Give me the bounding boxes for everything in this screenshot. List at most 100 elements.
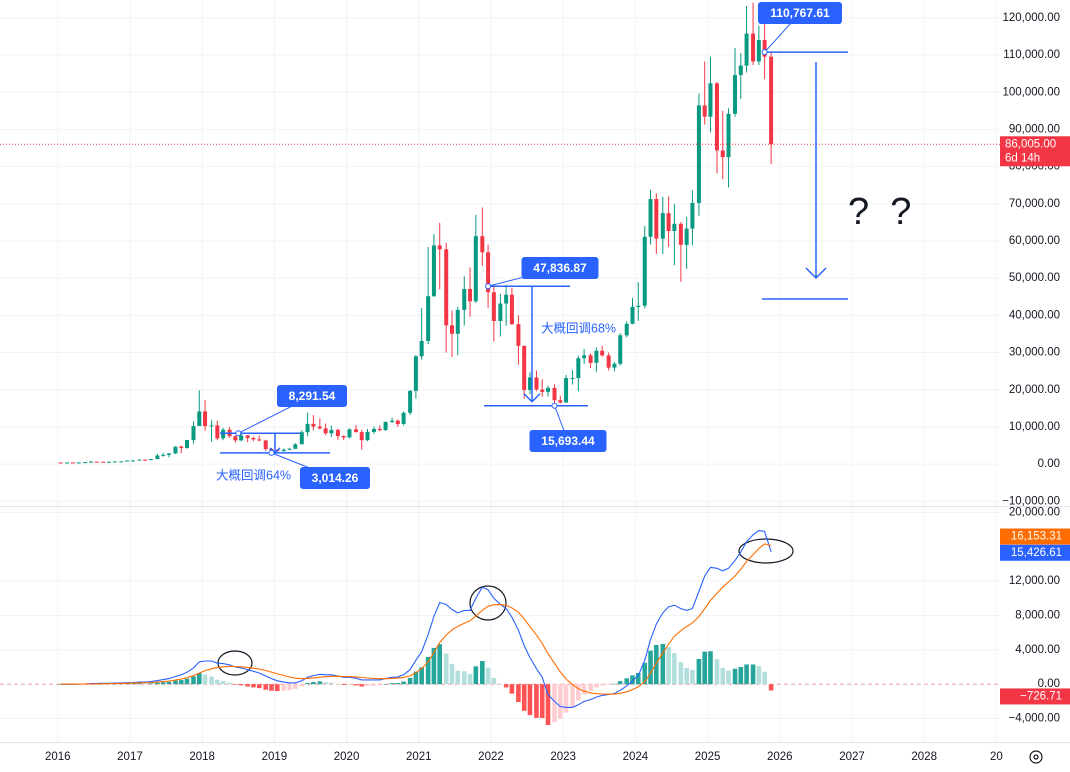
candle-body (323, 428, 328, 434)
candle-body (455, 309, 460, 334)
candle-body (564, 378, 569, 403)
callout-point (485, 283, 492, 290)
candle-body (678, 223, 683, 245)
histogram-bar (473, 666, 479, 685)
y-tick-label: 0.00 (1038, 458, 1060, 470)
histogram-bar (630, 675, 635, 685)
candle-body (642, 236, 647, 306)
candle-body (444, 249, 449, 326)
x-tick-label: 2024 (623, 751, 649, 763)
signal-line (60, 543, 772, 695)
candle-body (408, 390, 413, 413)
y-tick-label: 100,000.00 (1002, 86, 1060, 98)
arrow-head (269, 447, 281, 454)
histogram-bar (353, 684, 359, 686)
histogram-bar (437, 644, 443, 685)
callout-label: 47,836.87 (533, 261, 587, 275)
histogram-bar (768, 684, 774, 691)
candle-body (636, 305, 641, 307)
y-tick-label: 60,000.00 (1009, 235, 1060, 247)
histogram-bar (599, 684, 605, 686)
candle-body (762, 39, 767, 57)
candle-body (209, 425, 214, 427)
histogram-bar (738, 667, 744, 685)
candle-body (203, 411, 208, 427)
histogram-bar (377, 684, 383, 686)
candle-body (449, 325, 454, 334)
x-tick-label: 2016 (45, 751, 71, 763)
candle-body (630, 306, 635, 324)
histogram-bar (684, 667, 689, 685)
histogram-bar (443, 653, 449, 685)
histogram-bar (666, 647, 671, 685)
candle-body (582, 355, 587, 359)
histogram-bar (311, 681, 316, 685)
candle-body (522, 345, 527, 390)
histogram-bar (413, 671, 419, 685)
histogram-bar (552, 684, 557, 723)
histogram-bar (756, 666, 762, 685)
x-tick-label: 2021 (406, 751, 432, 763)
candle-body (383, 421, 388, 431)
candle-body (233, 436, 238, 441)
histogram-bar (341, 684, 346, 686)
histogram-bar (124, 683, 130, 685)
candle-body (606, 355, 611, 368)
candle-body (504, 294, 509, 304)
candle-body (161, 454, 166, 456)
candle-body (377, 428, 382, 431)
y-tick-label: 4,000.00 (1015, 644, 1060, 656)
histogram-bar (365, 684, 370, 687)
histogram-bar (245, 684, 250, 687)
candle-body (431, 245, 436, 297)
settings-ring (1029, 750, 1043, 764)
x-tick-label: 2018 (189, 751, 215, 763)
callout-point (268, 449, 275, 456)
candle-body (58, 462, 63, 464)
histogram-bar (137, 683, 142, 685)
candle-body (733, 75, 738, 114)
candle-body (648, 198, 653, 237)
x-tick-label: 2025 (695, 751, 721, 763)
histogram-bar (503, 684, 509, 688)
candle-body (720, 150, 725, 158)
macd-line (60, 529, 772, 708)
candle-body (365, 431, 370, 441)
candle-body (215, 425, 220, 439)
candle-body (600, 350, 605, 356)
histogram-bar (160, 682, 166, 685)
candle-body (179, 446, 184, 448)
y-tick-label: 90,000.00 (1009, 123, 1060, 135)
histogram-bar (570, 684, 575, 707)
candle-body (137, 459, 142, 461)
last-price-badge (1000, 136, 1070, 167)
histogram-bar (545, 684, 551, 725)
histogram-bar (624, 678, 630, 685)
candle-body (684, 228, 689, 245)
callout-label: 15,693.44 (541, 434, 595, 448)
settings-icon[interactable] (1029, 750, 1043, 764)
candle-body (570, 378, 575, 380)
y-tick-label: 8,000.00 (1015, 610, 1060, 622)
candle-body (329, 429, 334, 434)
value-badge (1000, 688, 1070, 705)
candle-body (516, 324, 521, 346)
histogram-bar (329, 682, 334, 685)
candle-body (534, 377, 539, 390)
candle-body (94, 461, 99, 463)
candle-body (437, 245, 442, 250)
x-tick-label: 2023 (550, 751, 576, 763)
value-badge-label: 15,426.61 (1011, 547, 1062, 559)
candle-body (112, 461, 117, 463)
histogram-bar (654, 645, 659, 685)
histogram-bar (714, 659, 720, 685)
y-tick-label: 10,000.00 (1009, 421, 1060, 433)
histogram-bar (166, 681, 172, 685)
y-tick-label: 20,000.00 (1009, 507, 1060, 519)
grid (0, 0, 1000, 742)
value-badge (1000, 544, 1070, 561)
histogram-bar (287, 684, 292, 691)
histogram-bar (642, 662, 648, 685)
histogram-bar (227, 682, 232, 685)
